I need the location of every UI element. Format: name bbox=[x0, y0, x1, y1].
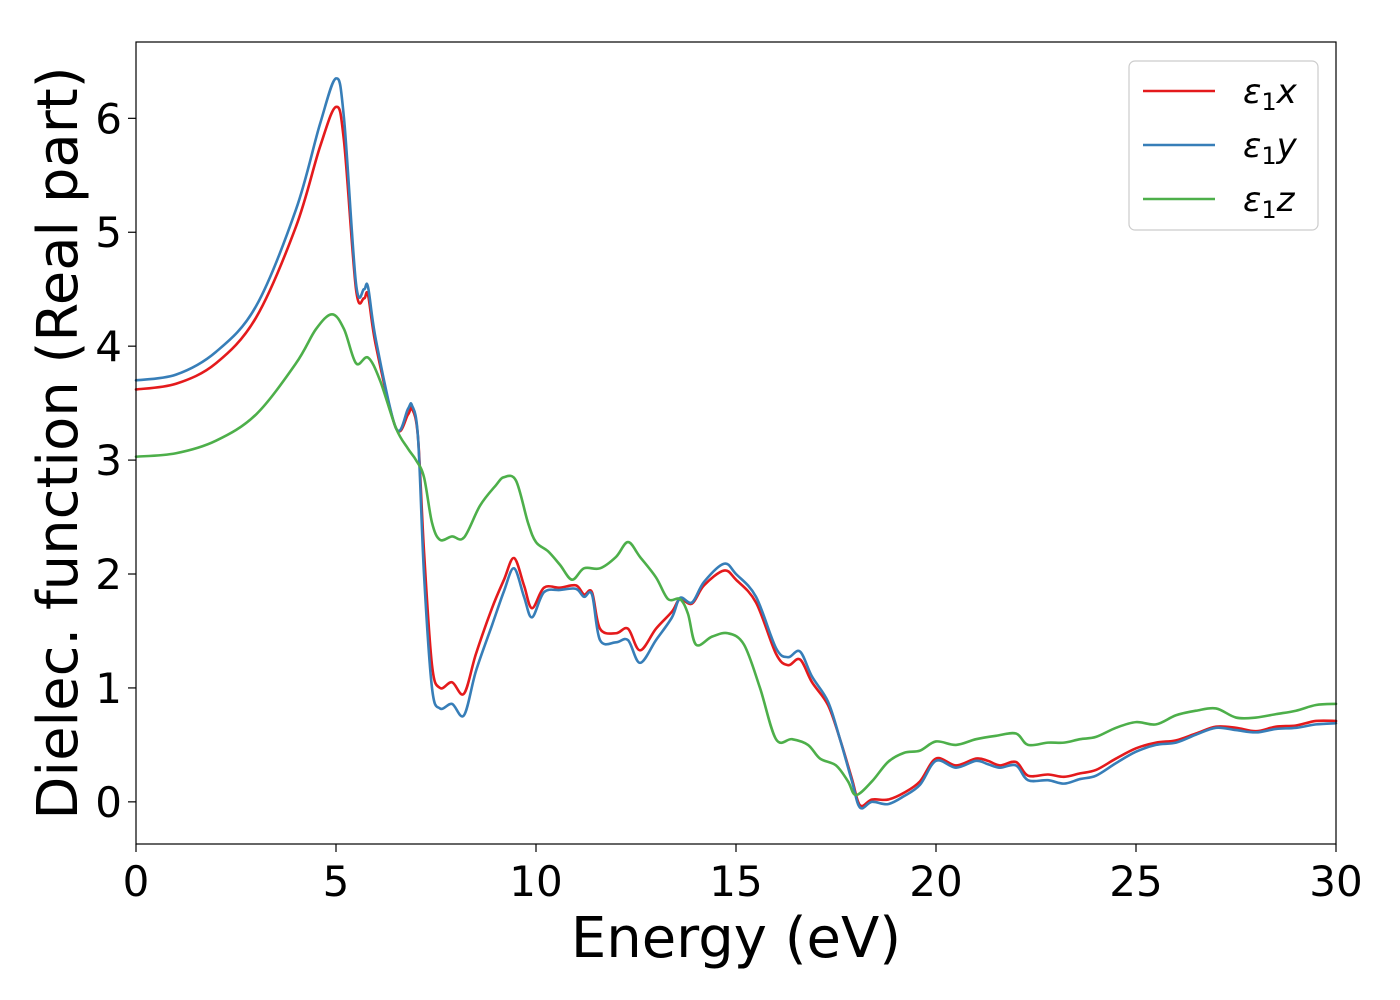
legend-label-x: ε1x bbox=[1243, 72, 1298, 116]
legend-label-y: ε1y bbox=[1243, 126, 1298, 170]
x-axis-label: Energy (eV) bbox=[571, 906, 901, 971]
x-axis-ticks: 0 5 10 15 20 25 30 bbox=[123, 844, 1363, 906]
x-tick-label: 0 bbox=[123, 857, 150, 906]
y-tick-label: 6 bbox=[95, 94, 122, 143]
x-tick-label: 30 bbox=[1309, 857, 1362, 906]
x-tick-label: 20 bbox=[909, 857, 962, 906]
y-tick-label: 4 bbox=[95, 322, 122, 371]
x-tick-label: 10 bbox=[509, 857, 562, 906]
y-tick-label: 5 bbox=[95, 208, 122, 257]
y-tick-label: 2 bbox=[95, 550, 122, 599]
x-tick-label: 15 bbox=[709, 857, 762, 906]
y-tick-label: 1 bbox=[95, 664, 122, 713]
x-tick-label: 25 bbox=[1109, 857, 1162, 906]
y-axis-ticks: 0 1 2 3 4 5 6 bbox=[95, 94, 136, 827]
legend-box bbox=[1128, 60, 1319, 231]
series-line-z bbox=[134, 312, 1338, 797]
x-tick-label: 5 bbox=[323, 857, 350, 906]
series-layer bbox=[134, 77, 1338, 810]
y-axis-label: Dielec. function (Real part) bbox=[26, 66, 91, 819]
legend: ε1x ε1y ε1z bbox=[1128, 60, 1319, 231]
y-tick-label: 0 bbox=[95, 778, 122, 827]
legend-label-z: ε1z bbox=[1243, 180, 1296, 224]
y-tick-label: 3 bbox=[95, 436, 122, 485]
